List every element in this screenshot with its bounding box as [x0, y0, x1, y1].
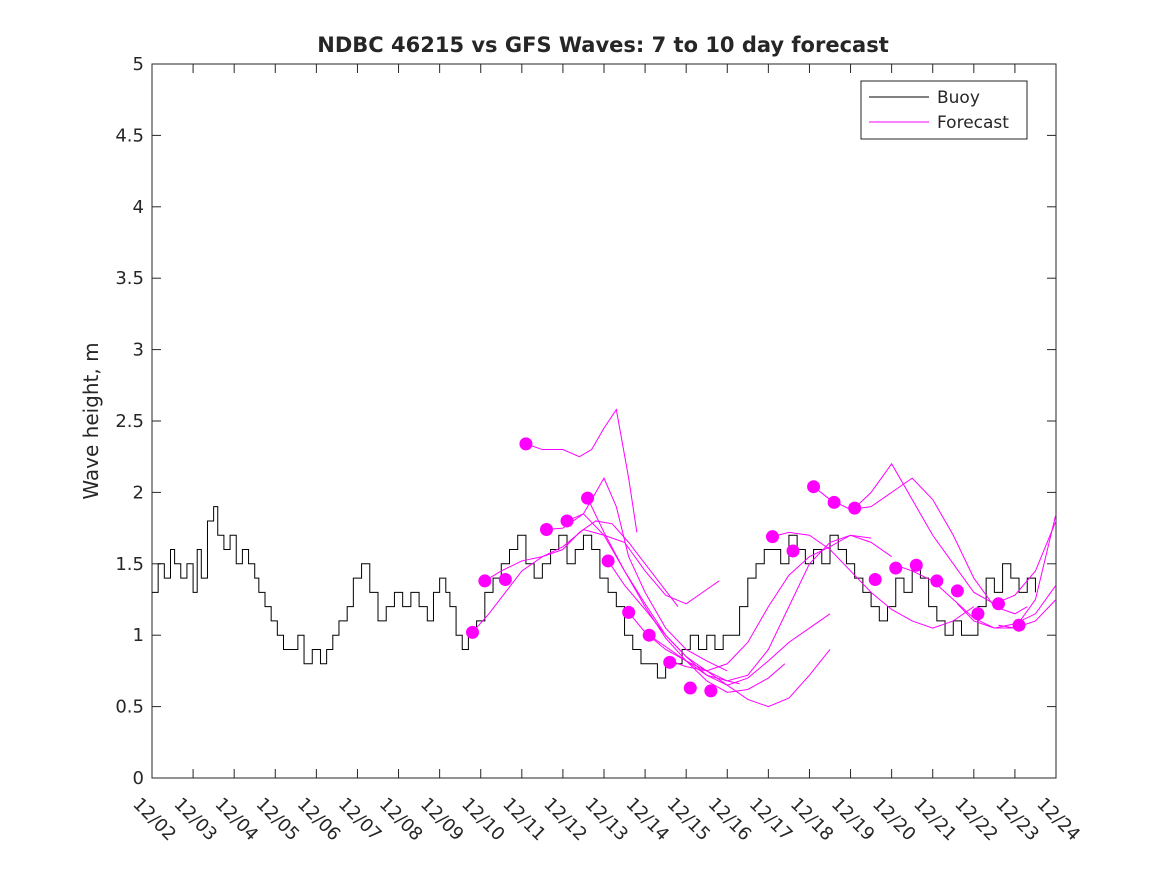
forecast-run-line [566, 513, 740, 685]
forecast-marker [466, 625, 480, 639]
y-tick-label: 0 [133, 768, 144, 789]
forecast-marker [807, 480, 821, 494]
forecast-run-line [669, 534, 892, 672]
forecast-marker [478, 574, 492, 588]
forecast-marker [950, 584, 964, 598]
forecast-run-line [546, 477, 728, 672]
forecast-marker [601, 554, 615, 568]
forecast-marker [765, 530, 779, 544]
forecast-run-line [648, 534, 872, 682]
forecast-marker [704, 684, 718, 698]
forecast-marker [560, 514, 574, 528]
forecast-run-line [628, 612, 831, 708]
y-tick-label: 3 [133, 340, 144, 361]
forecast-marker [498, 573, 512, 587]
forecast-marker [1012, 618, 1026, 632]
chart-title: NDBC 46215 vs GFS Waves: 7 to 10 day for… [317, 33, 888, 57]
forecast-marker [539, 523, 553, 537]
forecast-marker [622, 605, 636, 619]
y-tick-label: 1.5 [115, 554, 144, 575]
series-buoy [152, 506, 1036, 679]
y-tick-label: 3.5 [115, 268, 144, 289]
forecast-marker [848, 501, 862, 515]
y-tick-label: 4.5 [115, 125, 144, 146]
forecast-marker [991, 597, 1005, 611]
y-tick-label: 2 [133, 482, 144, 503]
legend-box [860, 80, 1028, 140]
forecast-marker [519, 437, 533, 451]
forecast-marker [827, 495, 841, 509]
forecast-markers [466, 437, 1026, 698]
forecast-marker [889, 561, 903, 575]
forecast-marker [909, 558, 923, 572]
axes-frame [151, 63, 1057, 779]
y-axis: 0 0.5 1 1.5 2 2.5 3 3.5 4 4.5 5 [115, 54, 1056, 789]
y-tick-label: 4 [133, 197, 144, 218]
y-axis-label: Wave height, m [79, 342, 103, 499]
forecast-run-line [525, 408, 638, 533]
forecast-marker [663, 655, 677, 669]
forecast-marker [581, 491, 595, 505]
buoy-line [152, 506, 1036, 679]
y-tick-label: 2.5 [115, 411, 144, 432]
legend-label-forecast: Forecast [937, 113, 1009, 133]
legend: Buoy Forecast [860, 80, 1028, 140]
legend-label-buoy: Buoy [937, 88, 980, 108]
forecast-run-line [998, 513, 1057, 629]
forecast-marker [971, 607, 985, 621]
forecast-marker [868, 573, 882, 587]
forecast-run-line [772, 531, 975, 629]
y-tick-label: 1 [133, 625, 144, 646]
forecast-marker [642, 628, 656, 642]
y-tick-label: 0.5 [115, 697, 144, 718]
plot-area: 00.511.522.533.544.55 12/0212/0312/0412/… [115, 54, 1084, 845]
forecast-marker [930, 574, 944, 588]
forecast-marker [683, 681, 697, 695]
forecast-run-line [854, 462, 1057, 605]
forecast-marker [786, 544, 800, 558]
forecast-run-line [607, 560, 831, 686]
y-tick-label: 5 [133, 54, 144, 75]
